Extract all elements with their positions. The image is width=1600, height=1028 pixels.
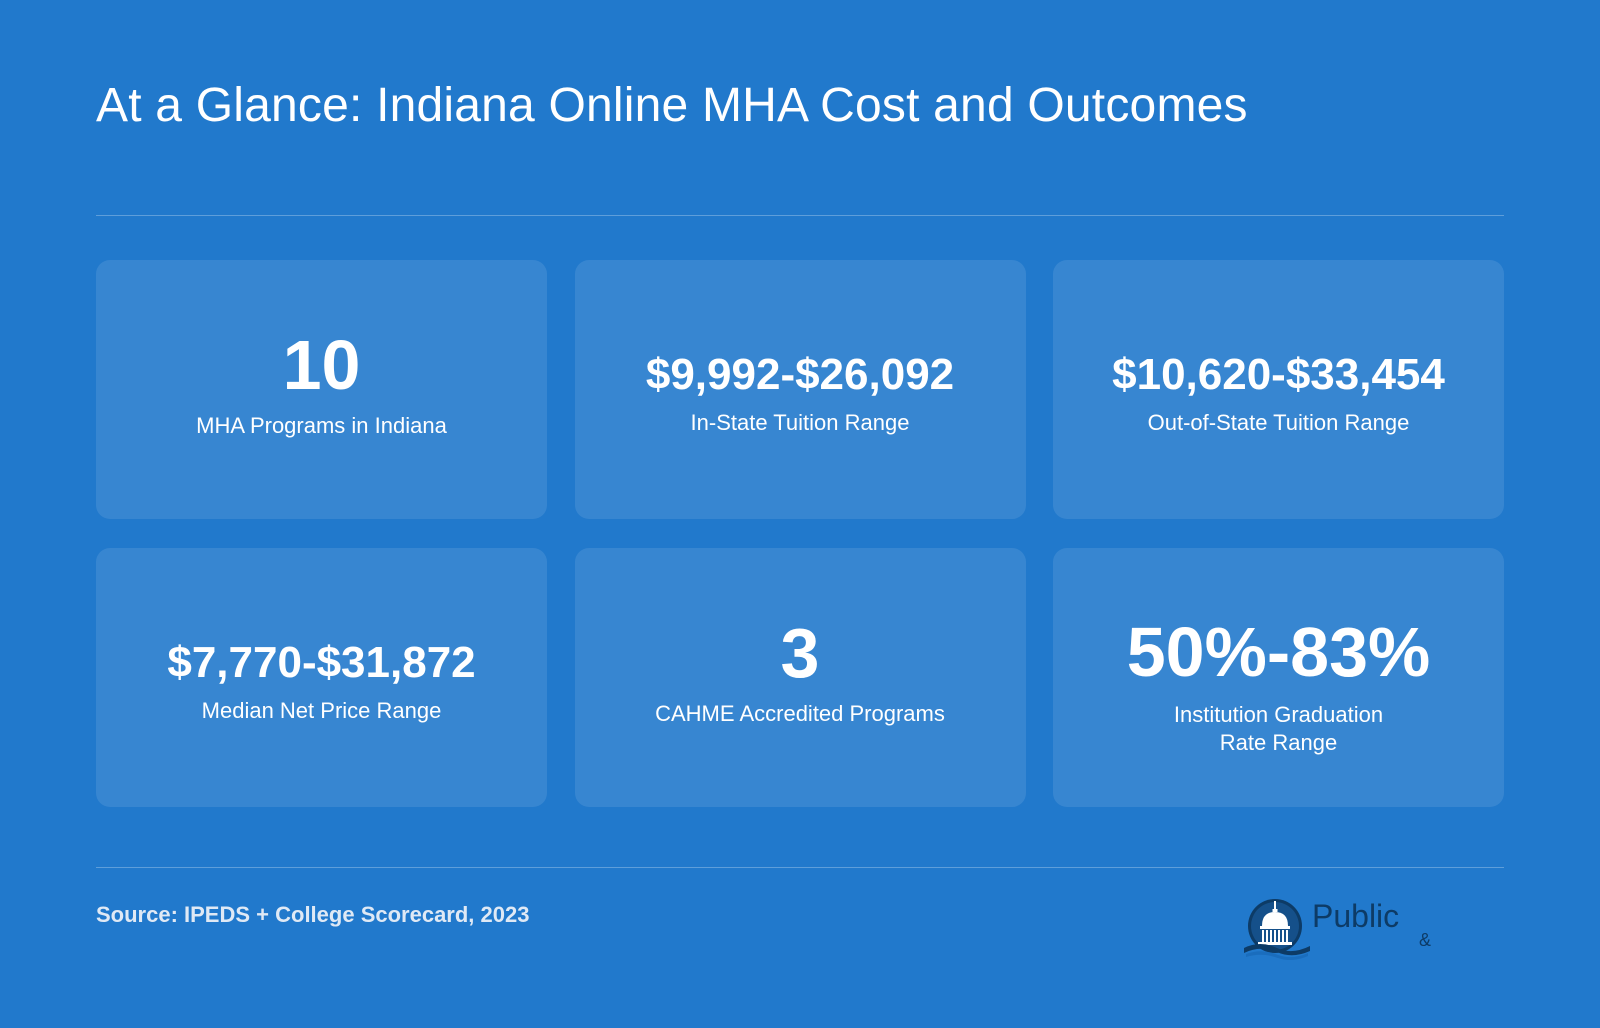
top-divider: [96, 215, 1504, 216]
page-title: At a Glance: Indiana Online MHA Cost and…: [96, 79, 1248, 132]
stat-card-out-of-state-tuition: $10,620-$33,454 Out-of-State Tuition Ran…: [1053, 260, 1504, 519]
capitol-dome-icon: [1244, 899, 1310, 960]
stat-card-median-net-price: $7,770-$31,872 Median Net Price Range: [96, 548, 547, 807]
stat-value: 3: [780, 613, 820, 692]
stats-grid: 10 MHA Programs in Indiana $9,992-$26,09…: [96, 260, 1504, 807]
stat-value: $9,992-$26,092: [645, 349, 955, 399]
stat-label: Out-of-State Tuition Range: [1147, 409, 1410, 435]
stat-label: MHA Programs in Indiana: [196, 412, 447, 438]
logo-tagline-blank-1: [1314, 933, 1419, 949]
bottom-divider: [96, 867, 1504, 868]
stat-card-accredited-programs: 3 CAHME Accredited Programs: [574, 548, 1026, 807]
logo-tagline: &: [1314, 930, 1432, 950]
stat-label: In-State Tuition Range: [690, 409, 910, 435]
stat-label: CAHME Accredited Programs: [655, 700, 945, 726]
stat-value: $7,770-$31,872: [167, 637, 476, 687]
stat-value: 10: [282, 325, 361, 404]
logo-ampersand: &: [1419, 930, 1432, 950]
logo-wordmark: Public: [1312, 898, 1400, 934]
stat-value: 50%-83%: [1126, 612, 1431, 691]
stat-label: Median Net Price Range: [201, 697, 442, 723]
stat-card-programs: 10 MHA Programs in Indiana: [96, 260, 547, 519]
source-note: Source: IPEDS + College Scorecard, 2023: [96, 902, 530, 927]
stat-value: $10,620-$33,454: [1112, 349, 1445, 399]
stat-card-graduation-rate: 50%-83% Institution Graduation Rate Rang…: [1053, 548, 1504, 807]
stat-label: Institution Graduation Rate Range: [1173, 701, 1384, 755]
stat-card-in-state-tuition: $9,992-$26,092 In-State Tuition Range: [574, 260, 1026, 519]
brand-logo: Public &: [1244, 896, 1504, 960]
